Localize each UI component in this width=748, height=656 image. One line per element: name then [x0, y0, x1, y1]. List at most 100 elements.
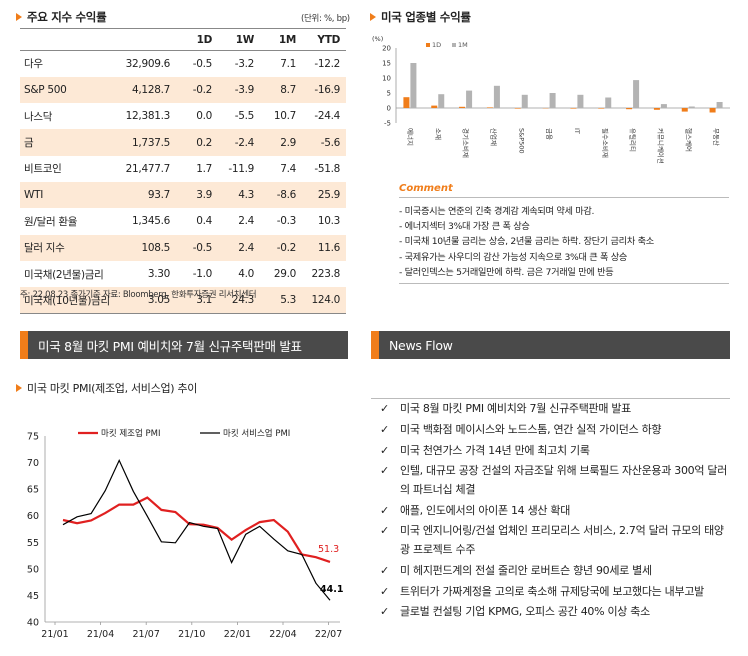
- table-header-1w: 1W: [218, 28, 260, 51]
- table-cell-ytd: -5.6: [302, 129, 346, 156]
- end-label-manufacturing: 51.3: [318, 544, 339, 555]
- table-cell-name: 비트코인: [24, 163, 62, 176]
- index-section-title-text: 주요 지수 수익률: [27, 10, 107, 24]
- y-tick-label: 0: [387, 105, 391, 113]
- news-item: ✓ 미 헤지펀드계의 전설 줄리안 로버트슨 향년 90세로 별세: [380, 562, 730, 581]
- news-item-text: 글로벌 컨설팅 기업 KPMG, 오피스 공간 40% 이상 축소: [400, 605, 650, 619]
- index-unit-note: (단위: %, bp): [301, 14, 350, 24]
- x-tick-label: 21/01: [41, 629, 68, 640]
- bar-1d: [459, 106, 466, 108]
- x-tick-label: 소재: [434, 128, 442, 140]
- series-line-services: [62, 458, 331, 601]
- table-cell-w1: -3.9: [218, 76, 260, 104]
- news-item: ✓ 미국 백화점 메이시스와 노드스톰, 연간 실적 가이던스 하향: [380, 421, 730, 440]
- banner-accent: [20, 331, 28, 359]
- news-item: ✓ 미국 천연가스 가격 14년 만에 최고치 기록: [380, 442, 730, 461]
- news-item-text: 미국 천연가스 가격 14년 만에 최고치 기록: [400, 443, 590, 457]
- table-cell-ytd: 124.0: [302, 287, 346, 314]
- news-item: ✓ 글로벌 컨설팅 기업 KPMG, 오피스 공간 40% 이상 축소: [380, 603, 730, 622]
- x-tick-label: 유틸리티: [629, 128, 638, 152]
- table-cell-level: 32,909.6: [125, 57, 171, 70]
- x-tick-label: 에너지: [406, 128, 415, 146]
- y-tick-label: 60: [27, 511, 39, 522]
- table-row: 비트코인 21,477.7 1.7 -11.9 7.4 -51.8: [20, 156, 346, 182]
- legend-label-1d: 1D: [432, 41, 441, 49]
- x-tick-label: 21/07: [133, 629, 160, 640]
- y-tick-label: 65: [27, 485, 39, 496]
- table-cell-level: 4,128.7: [116, 76, 176, 104]
- table-cell-level: 108.5: [116, 234, 176, 261]
- comment-item: - 달러인덱스는 5거래일만에 하락. 금은 7거래일 만에 반등: [399, 266, 614, 278]
- table-cell-name: 나스닥: [24, 110, 53, 123]
- table-cell-name: 금: [20, 129, 116, 156]
- y-tick-label: 70: [27, 458, 39, 469]
- y-tick-label: 45: [27, 591, 39, 602]
- table-cell-m1: 8.7: [260, 76, 302, 104]
- bar-1d: [626, 108, 633, 110]
- x-tick-label: IT: [573, 128, 581, 134]
- table-cell-name: WTI: [20, 181, 116, 209]
- check-icon: ✓: [380, 605, 389, 619]
- table-cell-w1: 24.3: [218, 287, 260, 314]
- legend-swatch-1d: [426, 43, 430, 47]
- triangle-bullet-icon: [16, 384, 22, 392]
- table-cell-m1: 29.0: [273, 268, 296, 281]
- x-tick-label: 22/01: [224, 629, 251, 640]
- bar-1d: [486, 107, 493, 108]
- pmi-banner-text: 미국 8월 마킷 PMI 예비치와 7월 신규주택판매 발표: [38, 338, 302, 354]
- news-item-text: 미국 백화점 메이시스와 노드스톰, 연간 실적 가이던스 하향: [400, 422, 662, 436]
- triangle-bullet-icon: [16, 13, 22, 21]
- bar-1d: [653, 108, 660, 110]
- news-item-text: 미 헤지펀드계의 전설 줄리안 로버트슨 향년 90세로 별세: [400, 563, 652, 577]
- table-row: WTI 93.7 3.9 4.3 -8.6 25.9: [20, 181, 346, 209]
- legend-label-services: 마킷 서비스업 PMI: [223, 428, 290, 439]
- table-cell-d1: 0.2: [176, 129, 218, 156]
- legend-swatch-1m: [452, 43, 456, 47]
- table-cell-d1: -1.0: [192, 268, 213, 281]
- pmi-line-chart: 40 45 50 55 60 65 70 75 21/01 21/04 21/07 21/10 22/0…: [27, 428, 344, 640]
- x-tick-label: 21/04: [87, 629, 114, 640]
- table-cell-level: 3.05: [116, 287, 176, 314]
- sector-returns-chart: (%) -5 0 5 10 15 20 1D 1M 에너지 소재 경기소비재 산업재 S&P500 금융 IT…: [372, 35, 730, 164]
- table-cell-d1: 1.7: [196, 162, 212, 175]
- news-banner: News Flow: [371, 331, 730, 359]
- table-row: 미국채(2년물)금리 3.30 -1.0 4.0 29.0 223.8: [20, 261, 346, 287]
- legend-label-manufacturing: 마킷 제조업 PMI: [101, 428, 160, 439]
- y-axis-label: (%): [372, 35, 383, 43]
- bar-1d: [431, 105, 438, 108]
- comment-bottom-divider: [399, 283, 729, 284]
- x-tick-label: 부동산: [712, 128, 721, 146]
- comment-item: - 에너지섹터 3%대 가장 큰 폭 상승: [399, 221, 530, 233]
- news-item-text: 미국 8월 마킷 PMI 예비치와 7월 신규주택판매 발표: [400, 402, 632, 415]
- bar-1m: [716, 102, 723, 108]
- table-cell-m1: 2.9: [260, 129, 302, 156]
- table-cell-level: 1,345.6: [132, 215, 170, 228]
- news-item: ✓ 애플, 인도에서의 아이폰 14 생산 확대: [380, 502, 730, 521]
- table-cell-ytd: 10.3: [317, 215, 340, 228]
- table-cell-name: 미국채(2년물)금리: [24, 268, 104, 281]
- x-tick-label: 헬스케어: [684, 128, 693, 152]
- y-tick-label: -5: [384, 120, 391, 128]
- y-tick-label: 55: [27, 538, 39, 549]
- table-cell-w1: -3.2: [234, 57, 255, 70]
- table-cell-name: S&P 500: [20, 76, 116, 104]
- bar-1m: [438, 94, 445, 108]
- table-cell-ytd: 223.8: [311, 268, 340, 281]
- y-tick-label: 10: [382, 75, 391, 83]
- x-tick-label: 경기소비재: [462, 128, 471, 158]
- bar-1d: [403, 97, 410, 108]
- bar-1m: [493, 85, 500, 108]
- bar-1d: [681, 108, 688, 112]
- bar-1m: [410, 63, 417, 108]
- table-cell-d1: 3.9: [176, 181, 218, 209]
- x-tick-label: 커뮤니케이션: [656, 128, 665, 164]
- bar-1d: [598, 108, 605, 109]
- table-cell-w1: 2.4: [218, 234, 260, 261]
- comment-item: - 미국증시는 연준의 긴축 경계감 계속되며 약세 마감.: [399, 206, 595, 217]
- table-cell-d1: -0.2: [176, 76, 218, 104]
- y-tick-label: 50: [27, 564, 39, 575]
- bar-1d: [514, 108, 521, 109]
- pmi-chart-title-text: 미국 마킷 PMI(제조업, 서비스업) 추이: [27, 382, 198, 395]
- table-cell-ytd: 25.9: [302, 181, 346, 209]
- index-source-note: 주: 22.08.23 종가기준 자료: Bloomberg, 한화투자증권 리…: [20, 290, 257, 300]
